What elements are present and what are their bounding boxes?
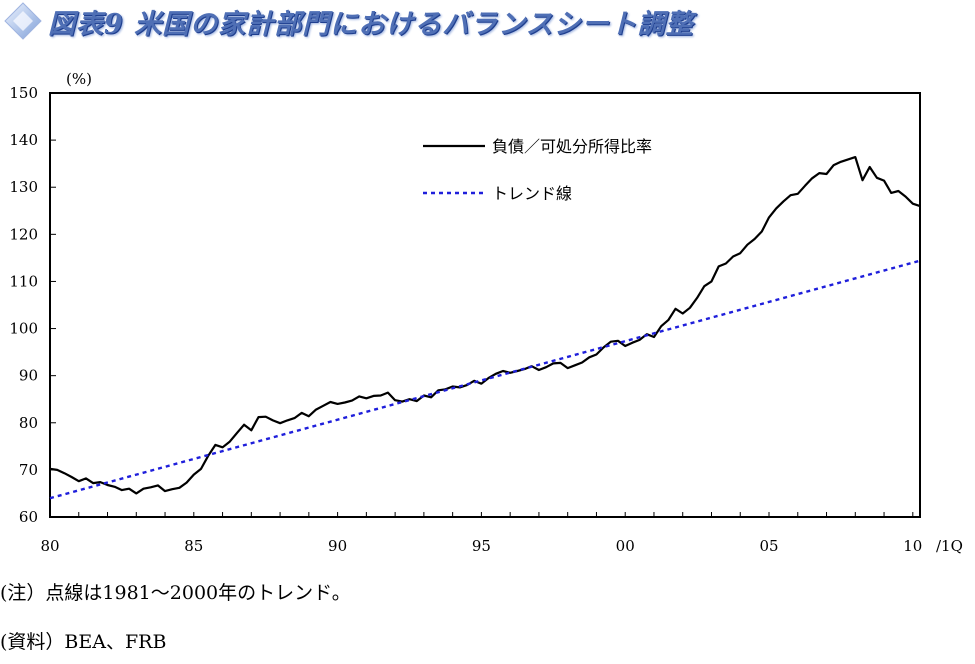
chart-footnote: (注）点線は1981～2000年のトレンド。 (0, 582, 351, 604)
legend-label-debt-ratio: 負債／可処分所得比率 (492, 137, 652, 156)
x-axis-end-suffix: /1Q (936, 537, 963, 555)
y-tick-label: 110 (9, 272, 38, 290)
y-tick-label: 80 (19, 414, 38, 432)
y-tick-label: 90 (19, 367, 38, 385)
line-chart: 60 70 80 90 100 110 120 130 140 150 80 85 90 95 00 05 10… (9, 70, 963, 555)
page-title: 図表9 米国の家計部門におけるバランスシート調整 (48, 9, 694, 40)
y-axis-unit-label: (%) (66, 70, 92, 88)
y-tick-label: 140 (9, 131, 38, 149)
x-tick-label: 00 (616, 537, 635, 555)
plot-area-frame (49, 92, 921, 518)
y-tick-label: 120 (9, 225, 38, 243)
series-line-debt-ratio (49, 156, 921, 495)
x-tick-label: 80 (40, 537, 59, 555)
y-tick-label: 60 (19, 508, 38, 526)
x-tick-label: 85 (184, 537, 203, 555)
series-line-trend (49, 259, 921, 500)
diamond-icon (4, 2, 42, 40)
x-tick-label: 10 (903, 537, 922, 555)
x-tick-label: 05 (759, 537, 778, 555)
legend: 負債／可処分所得比率 トレンド線 (423, 137, 652, 203)
y-tick-label: 100 (9, 320, 38, 338)
x-tick-label: 90 (328, 537, 347, 555)
y-tick-label: 70 (19, 461, 38, 479)
x-tick-label: 95 (472, 537, 491, 555)
y-tick-label: 130 (9, 178, 38, 196)
title-row: 図表9 米国の家計部門におけるバランスシート調整 (0, 0, 975, 42)
y-tick-label: 150 (9, 84, 38, 102)
legend-label-trend: トレンド線 (492, 184, 572, 203)
chart-source: (資料）BEA、FRB (0, 631, 167, 653)
